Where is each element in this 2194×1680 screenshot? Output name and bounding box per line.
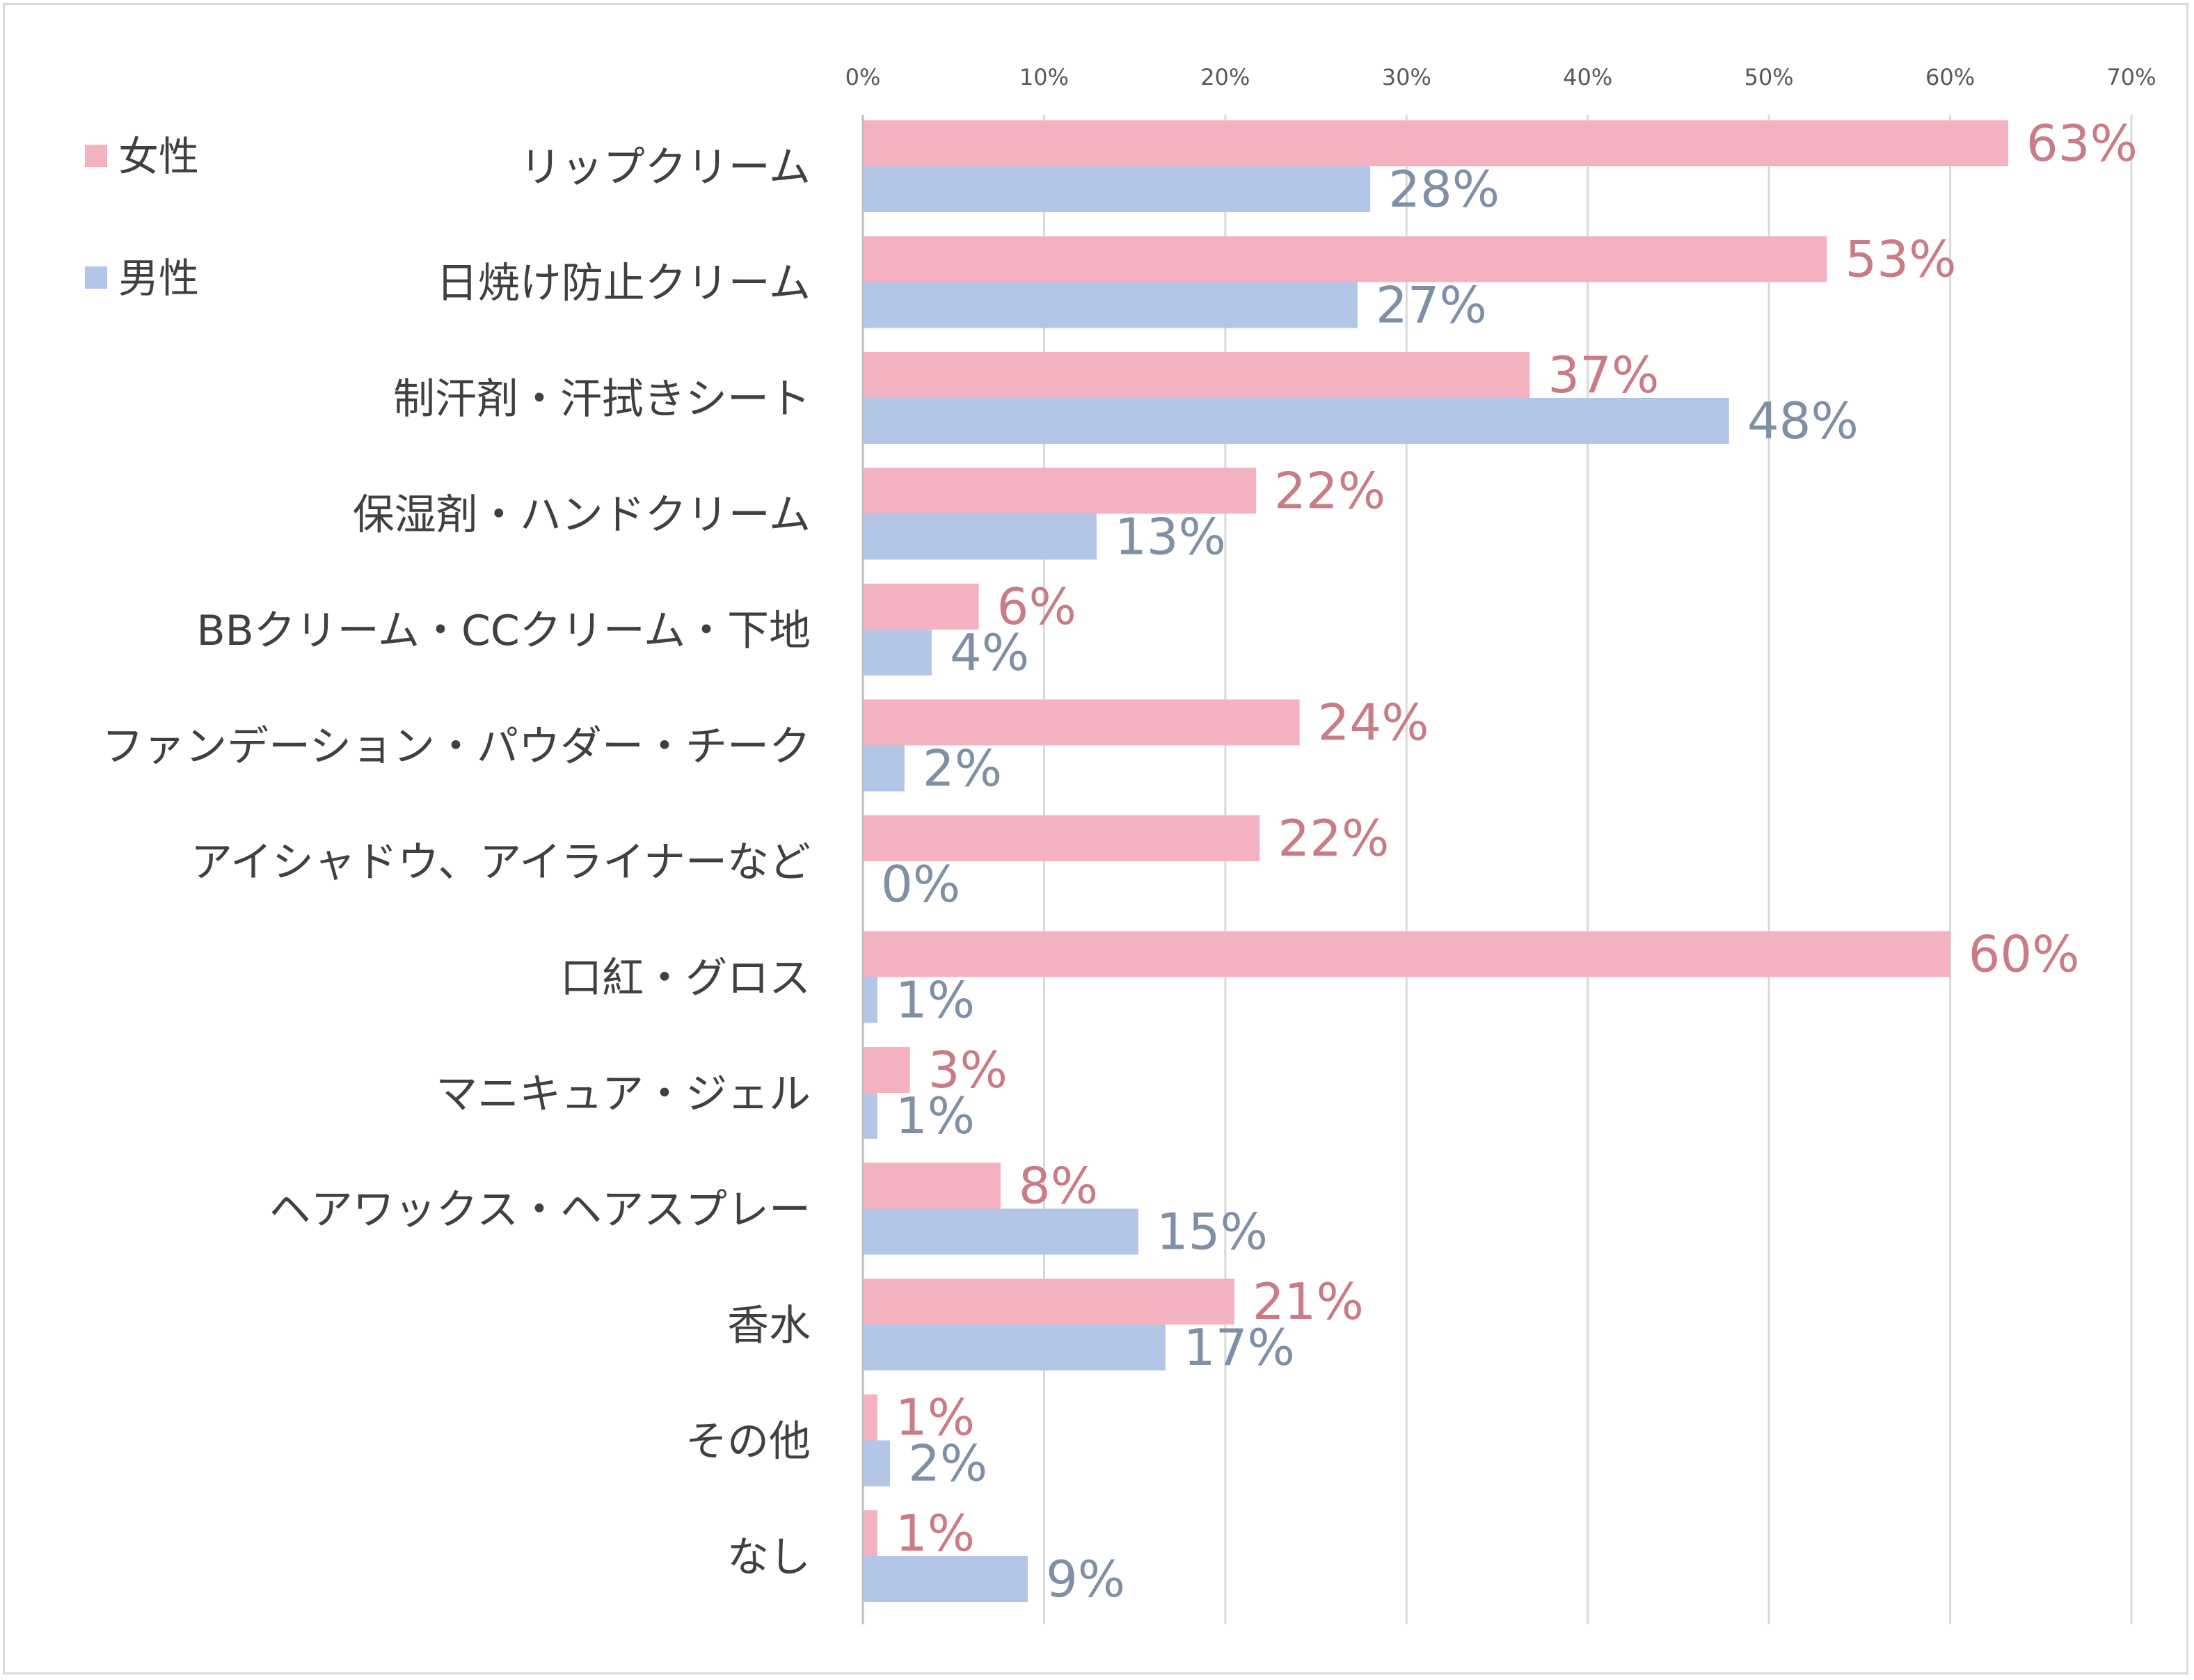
data-label-male: 27% xyxy=(1376,276,1487,335)
bar-female xyxy=(863,236,1827,282)
bar-male xyxy=(863,1325,1166,1370)
bar-male xyxy=(863,1440,891,1487)
x-tick-label: 60% xyxy=(1925,64,1975,90)
data-label-male: 2% xyxy=(923,739,1002,798)
category-label: BBクリーム・CCクリーム・下地 xyxy=(196,607,811,655)
data-label-female: 6% xyxy=(997,577,1076,636)
category-label: リップクリーム xyxy=(520,143,811,192)
category-label: 保湿剤・ハンドクリーム xyxy=(353,491,811,540)
category-label: ファンデーション・パウダー・チーク xyxy=(102,723,811,771)
category-label: アイシャドウ、アイライナーなど xyxy=(191,838,811,887)
bar-male xyxy=(863,1093,877,1139)
bar-female xyxy=(863,815,1260,861)
data-label-male: 48% xyxy=(1747,392,1859,450)
bar-female xyxy=(863,467,1257,514)
data-label-female: 60% xyxy=(1969,925,2080,984)
bar-female xyxy=(863,352,1530,398)
bar-male xyxy=(863,1208,1138,1255)
legend-label-female: 女性 xyxy=(118,133,199,180)
data-label-male: 28% xyxy=(1388,160,1500,218)
data-label-male: 1% xyxy=(896,1087,975,1145)
value-labels: 63% 28% 53% 27% 37% 48% 22% 13% 6%4% 24% 2% 22% 0% 60… xyxy=(881,114,2138,1608)
bar-female xyxy=(863,1162,1001,1209)
data-label-male: 17% xyxy=(1184,1318,1295,1377)
data-label-male: 15% xyxy=(1156,1203,1268,1261)
bar-female xyxy=(863,1047,910,1093)
category-label: なし xyxy=(727,1533,811,1582)
bar-male xyxy=(863,513,1097,560)
x-tick-label: 70% xyxy=(2106,64,2156,90)
data-label-female: 1% xyxy=(896,1389,975,1447)
category-label: 香水 xyxy=(727,1302,811,1350)
x-tick-label: 0% xyxy=(845,64,881,90)
legend-label-male: 男性 xyxy=(118,255,199,302)
x-tick-label: 50% xyxy=(1744,64,1794,90)
bar-male xyxy=(863,745,905,792)
category-label: その他 xyxy=(685,1418,811,1466)
category-label: 制汗剤・汗拭きシート xyxy=(393,375,811,424)
data-label-female: 8% xyxy=(1019,1157,1098,1215)
bar-female xyxy=(863,1510,877,1556)
legend-swatch-male xyxy=(85,266,107,289)
data-label-male: 9% xyxy=(1046,1550,1125,1608)
category-label: ヘアワックス・ヘアスプレー xyxy=(269,1186,811,1235)
x-tick-label: 10% xyxy=(1019,64,1069,90)
x-tick-label: 30% xyxy=(1382,64,1431,90)
data-label-female: 3% xyxy=(928,1041,1008,1099)
data-label-female: 22% xyxy=(1274,462,1385,520)
bar-female xyxy=(863,1279,1234,1325)
category-label: 日焼け防止クリーム xyxy=(436,259,811,308)
bar-female xyxy=(863,584,979,630)
data-label-female: 1% xyxy=(896,1504,975,1562)
bar-female xyxy=(863,120,2008,166)
bar-male xyxy=(863,398,1729,444)
bar-female xyxy=(863,931,1950,977)
data-label-female: 63% xyxy=(2026,114,2138,173)
data-label-male: 4% xyxy=(950,623,1029,682)
bars xyxy=(863,120,2008,1602)
bar-female xyxy=(863,699,1300,746)
data-label-male: 0% xyxy=(881,855,960,913)
data-label-female: 22% xyxy=(1278,809,1389,867)
data-label-female: 37% xyxy=(1548,346,1659,404)
bar-male xyxy=(863,1556,1028,1602)
category-label: 口紅・グロス xyxy=(560,954,811,1003)
category-label: マニキュア・ジェル xyxy=(436,1070,811,1119)
x-tick-label: 20% xyxy=(1200,64,1250,90)
data-label-female: 21% xyxy=(1253,1272,1364,1331)
bar-female xyxy=(863,1394,877,1441)
data-label-female: 24% xyxy=(1318,694,1429,752)
data-label-male: 13% xyxy=(1115,508,1226,566)
bar-male xyxy=(863,977,877,1023)
x-tick-label: 40% xyxy=(1563,64,1612,90)
data-label-male: 1% xyxy=(896,971,975,1030)
bar-male xyxy=(863,630,932,675)
data-label-male: 2% xyxy=(908,1434,987,1493)
bar-male xyxy=(863,166,1371,212)
legend-swatch-female xyxy=(85,145,107,167)
x-axis-ticks: 0% 10% 20% 30% 40% 50% 60% 70% xyxy=(845,64,2156,90)
gridlines xyxy=(1042,115,2133,1624)
bar-male xyxy=(863,282,1358,328)
data-label-female: 53% xyxy=(1845,230,1956,289)
